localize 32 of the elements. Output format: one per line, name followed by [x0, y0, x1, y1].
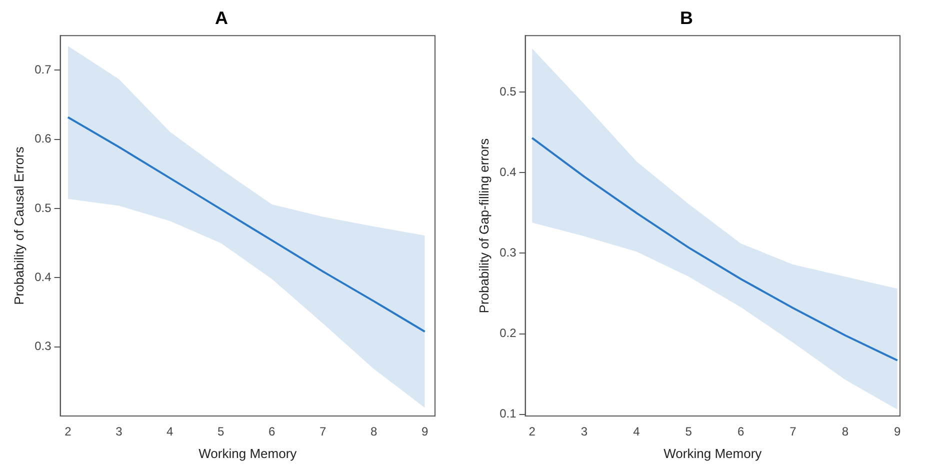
chart-title: B — [680, 8, 693, 28]
x-tick-label: 2 — [528, 424, 536, 439]
y-tick-label: 0.5 — [34, 200, 52, 215]
y-tick-label: 0.1 — [500, 406, 517, 421]
x-tick-label: 7 — [319, 424, 326, 439]
x-tick-label: 2 — [64, 424, 72, 439]
y-tick-label: 0.2 — [500, 326, 517, 340]
y-tick-label: 0.3 — [34, 339, 52, 354]
x-tick-label: 8 — [370, 424, 378, 439]
x-tick-label: 5 — [218, 424, 225, 439]
x-tick-label: 8 — [842, 424, 849, 439]
chart-title: A — [215, 8, 228, 28]
x-tick-label: 6 — [737, 424, 744, 439]
x-axis-title: Working Memory — [664, 446, 762, 461]
x-tick-label: 5 — [685, 424, 692, 439]
y-tick-label: 0.7 — [34, 62, 52, 76]
x-tick-label: 9 — [421, 424, 428, 439]
y-tick-label: 0.4 — [34, 270, 52, 284]
y-tick-label: 0.3 — [500, 246, 517, 260]
y-axis-title: Probability of Gap-filling errors — [476, 138, 492, 314]
y-tick-label: 0.4 — [500, 164, 517, 179]
x-axis-title: Working Memory — [198, 446, 298, 461]
x-tick-label: 7 — [790, 424, 797, 439]
x-tick-label: 3 — [116, 424, 123, 439]
y-tick-label: 0.6 — [34, 132, 52, 146]
y-axis-title: Probability of Causal Errors — [11, 146, 26, 305]
y-tick-label: 0.5 — [500, 84, 517, 98]
x-tick-label: 9 — [894, 424, 902, 439]
x-tick-label: 4 — [633, 424, 640, 439]
x-tick-label: 6 — [268, 424, 276, 439]
x-tick-label: 4 — [166, 424, 174, 439]
x-tick-label: 3 — [580, 424, 588, 439]
